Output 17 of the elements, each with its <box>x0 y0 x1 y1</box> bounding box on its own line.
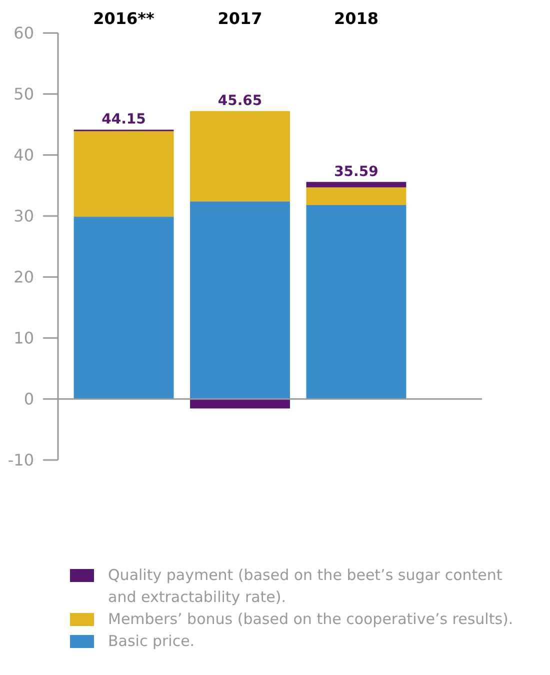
y-tick-label: 40 <box>14 146 34 165</box>
x-tick-label: 2017 <box>218 9 262 28</box>
total-label: 35.59 <box>334 164 378 180</box>
total-label: 44.15 <box>102 112 146 128</box>
y-tick-label: 10 <box>14 328 34 348</box>
y-tick-label: 50 <box>14 84 34 104</box>
y-tick-label: 30 <box>14 206 34 226</box>
total-label: 45.65 <box>218 93 262 110</box>
x-tick-label: 2016** <box>93 9 156 28</box>
y-tick-label: -10 <box>8 450 34 470</box>
y-tick-label: 60 <box>14 24 34 43</box>
legend-label: Basic price. <box>108 632 195 650</box>
legend-label: Quality payment (based on the beet’s sugar content and extractability rate). <box>108 566 502 606</box>
y-tick-label: 0 <box>24 390 34 409</box>
x-tick-label: 2018 <box>334 9 378 28</box>
legend-label: Members’ bonus (based on the cooperative’s results). <box>108 610 514 628</box>
y-tick-label: 20 <box>14 268 34 287</box>
